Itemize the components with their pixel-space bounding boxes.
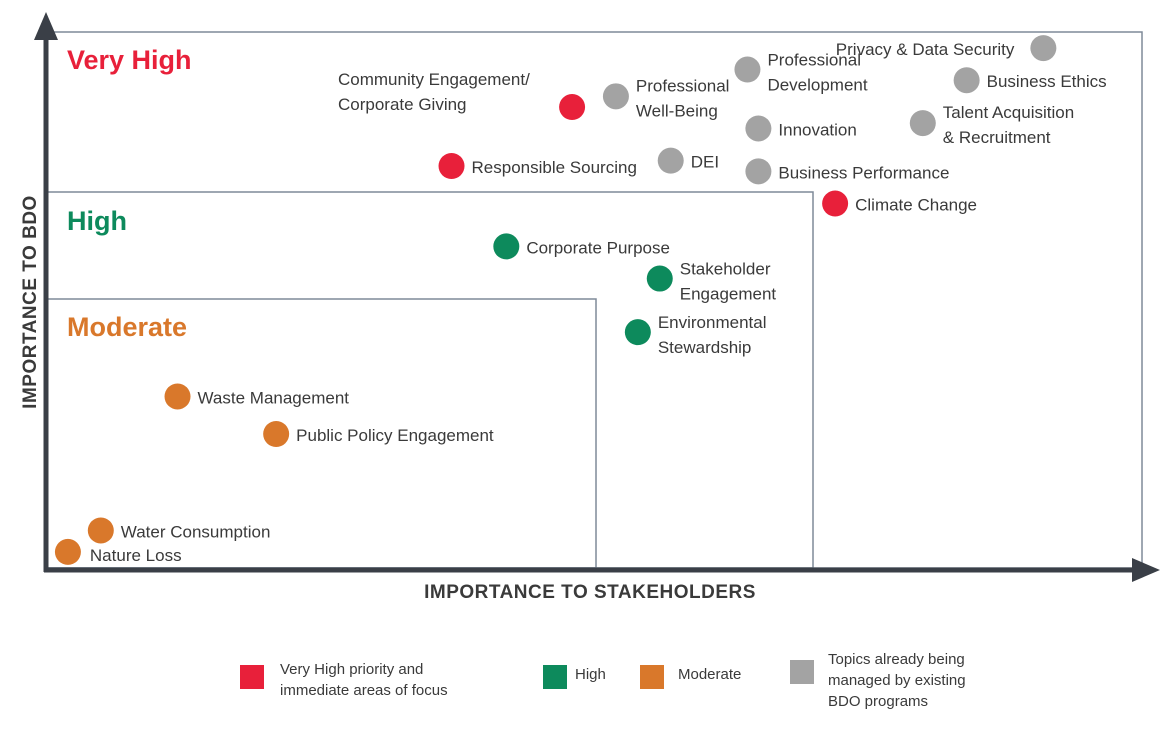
legend-item-managed: Topics already being managed by existing… xyxy=(790,649,966,712)
point-label-public-policy-engagement: Public Policy Engagement xyxy=(296,426,494,445)
point-dei xyxy=(657,147,684,174)
point-label-business-ethics: Business Ethics xyxy=(987,72,1107,91)
point-label-innovation: Innovation xyxy=(778,120,856,139)
point-label-water-consumption: Water Consumption xyxy=(121,522,271,541)
legend-item-moderate: Moderate xyxy=(640,659,741,689)
legend-swatch-managed xyxy=(790,660,814,684)
high-zone xyxy=(45,191,814,569)
point-label-environmental-stewardship: Environmental Stewardship xyxy=(658,313,767,357)
legend-swatch-moderate xyxy=(640,665,664,689)
point-label-privacy-data-security: Privacy & Data Security xyxy=(836,40,1015,59)
zone-label-moderate: Moderate xyxy=(67,312,187,342)
legend-label-very-high: Very High priority and immediate areas o… xyxy=(280,661,448,699)
point-label-stakeholder-engagement: Stakeholder Engagement xyxy=(680,260,777,304)
point-talent-acquisition-recruitment xyxy=(909,110,936,137)
point-label-professional-well-being: Professional Well-Being xyxy=(636,76,730,120)
point-stakeholder-engagement xyxy=(646,265,673,292)
point-corporate-purpose xyxy=(493,233,520,260)
legend-swatch-high xyxy=(543,665,567,689)
point-privacy-data-security xyxy=(1030,35,1057,62)
point-label-climate-change: Climate Change xyxy=(855,196,977,215)
legend-swatch-very-high xyxy=(240,665,264,689)
y-axis-arrow xyxy=(34,12,58,40)
point-professional-development xyxy=(734,56,761,83)
zone-label-very-high: Very High xyxy=(67,45,192,75)
point-label-corporate-purpose: Corporate Purpose xyxy=(526,238,670,257)
point-nature-loss xyxy=(54,538,81,565)
point-innovation xyxy=(745,115,772,142)
x-axis-arrow xyxy=(1132,558,1160,582)
point-label-dei: DEI xyxy=(691,153,719,172)
legend-item-high: High xyxy=(543,659,606,689)
point-public-policy-engagement xyxy=(263,421,290,447)
point-waste-management xyxy=(164,383,191,410)
point-label-waste-management: Waste Management xyxy=(198,388,350,407)
point-responsible-sourcing xyxy=(438,153,465,179)
point-climate-change xyxy=(822,190,849,217)
point-environmental-stewardship xyxy=(624,319,651,346)
legend-label-high: High xyxy=(575,666,606,683)
legend-label-moderate: Moderate xyxy=(678,666,742,683)
legend-label-managed: Topics already being managed by existing… xyxy=(828,651,966,710)
y-axis-title: IMPORTANCE TO BDO xyxy=(20,195,41,409)
point-professional-well-being xyxy=(602,83,629,110)
point-business-ethics xyxy=(953,67,980,94)
materiality-chart: Very High High Moderate IMPORTANCE TO ST… xyxy=(20,12,1160,603)
data-points: Privacy & Data Security Business Ethics Pr… xyxy=(54,35,1107,565)
point-label-business-performance: Business Performance xyxy=(778,163,949,182)
point-water-consumption xyxy=(87,517,114,544)
legend: Very High priority and immediate areas o… xyxy=(0,651,1176,715)
point-label-responsible-sourcing: Responsible Sourcing xyxy=(472,158,637,177)
point-community-engagement-corporate-giving xyxy=(559,94,586,121)
point-label-community-engagement-corporate-giving: Community Engagement/Corporate Giving xyxy=(338,70,530,114)
legend-item-very-high: Very High priority and immediate areas o… xyxy=(240,659,448,701)
point-business-performance xyxy=(745,158,772,185)
point-label-nature-loss: Nature Loss xyxy=(90,546,182,565)
point-label-professional-development: Professional Development xyxy=(767,51,867,95)
x-axis-title: IMPORTANCE TO STAKEHOLDERS xyxy=(424,582,756,603)
zone-label-high: High xyxy=(67,206,127,236)
point-label-talent-acquisition-recruitment: Talent Acquisition & Recruitment xyxy=(943,103,1074,147)
